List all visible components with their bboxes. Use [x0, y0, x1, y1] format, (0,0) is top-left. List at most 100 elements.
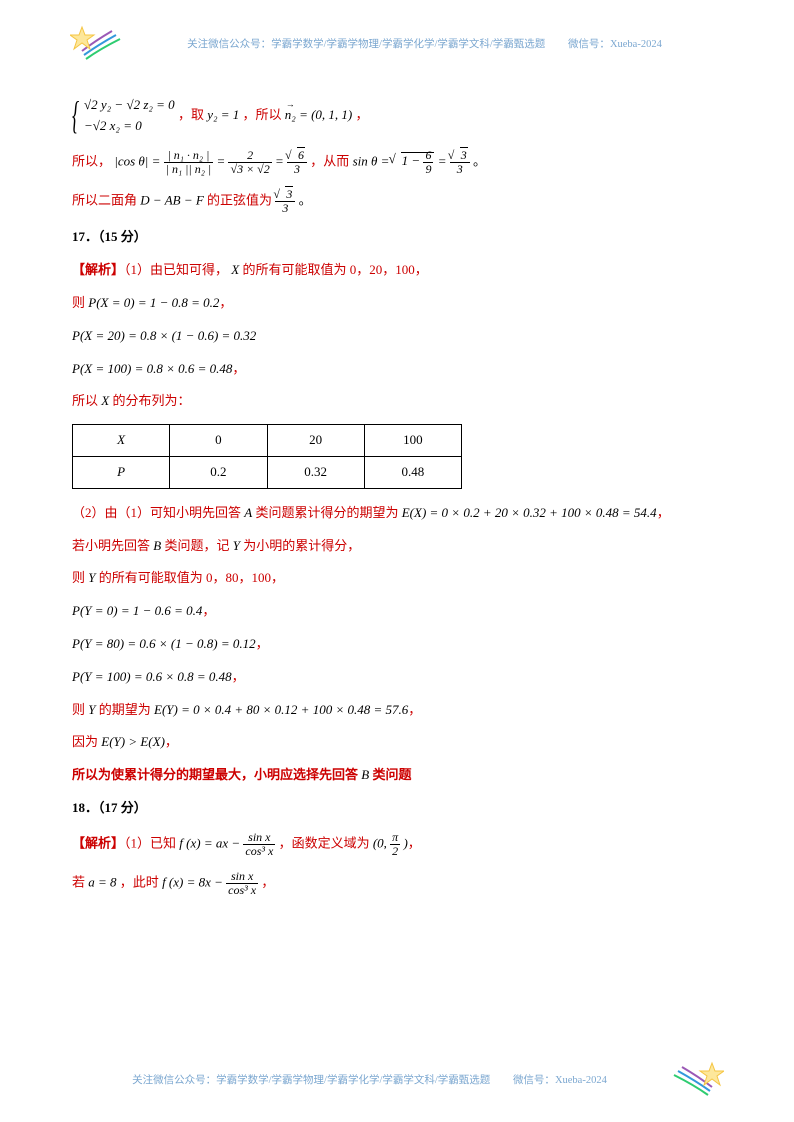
period2: 。 — [299, 193, 312, 208]
c10: ， — [408, 835, 421, 850]
if-end: 为小明的累计得分， — [243, 538, 360, 553]
p2-mid: 类问题累计得分的期望为 — [255, 505, 401, 520]
py100-line: P(Y = 100) = 0.6 × 0.8 = 0.48， — [72, 667, 722, 688]
table-row: P 0.2 0.32 0.48 — [73, 456, 462, 488]
px0-line: 则 P(X = 0) = 1 − 0.8 = 0.2， — [72, 293, 722, 314]
table-row: X 0 20 100 — [73, 425, 462, 457]
sinx2: sin x — [226, 870, 258, 884]
wechat-label: 微信号： — [568, 39, 610, 50]
q17-p1: 【解析】（1）由已知可得， X 的所有可能取值为 0，20，100， — [72, 260, 722, 281]
yv-pre: 则 — [72, 570, 88, 585]
footer-wx-id: Xueba-2024 — [555, 1075, 607, 1086]
q17-label: 【解析】 — [72, 262, 124, 277]
yv-text: 的所有可能取值为 0，80，100， — [99, 570, 284, 585]
page-header: 关注微信公众号：学霸学数学/学霸学物理/学霸学化学/学霸学文科/学霸甄选题 微信… — [0, 28, 794, 58]
td-20: 20 — [267, 425, 364, 457]
c4: ， — [657, 505, 670, 520]
c9: ， — [165, 734, 178, 749]
three2: 3 — [450, 163, 470, 176]
px100: P(X = 100) = 0.8 × 0.6 = 0.48 — [72, 361, 232, 376]
di-pre: 所以 — [72, 393, 101, 408]
py80-line: P(Y = 80) = 0.6 × (1 − 0.8) = 0.12， — [72, 634, 722, 655]
if-pre: 若小明先回答 — [72, 538, 153, 553]
page-footer: 关注微信公众号：学霸学数学/学霸学物理/学霸学化学/学霸学文科/学霸甄选题 微信… — [0, 1064, 794, 1094]
c3: ， — [232, 361, 245, 376]
a8-mid: ，此时 — [120, 875, 162, 890]
conc-post: 类问题 — [372, 767, 411, 782]
q18-label: 【解析】 — [72, 835, 124, 850]
banner-text: 关注微信公众号：学霸学数学/学霸学物理/学霸学化学/学霸学文科/学霸甄选题 — [187, 39, 545, 50]
sin-eq: sin θ = — [353, 153, 393, 168]
a8-line: 若 a = 8 ，此时 f (x) = 8x − sin xcos³ x ， — [72, 870, 722, 897]
tp-2: 0.48 — [364, 456, 461, 488]
px20: P(X = 20) = 0.8 × (1 − 0.6) = 0.32 — [72, 326, 722, 347]
six: 6 — [423, 149, 433, 163]
take-eq: y₂ = 1 — [207, 107, 239, 122]
conc-pre: 所以为使累计得分的期望最大，小明应选择先回答 — [72, 767, 361, 782]
q18-p1: 【解析】（1）已知 f (x) = ax − sin xcos³ x ，函数定义… — [72, 831, 722, 858]
cos-den: | n₁ || n₂ | — [164, 163, 214, 176]
cos-prefix: 所以， — [72, 153, 111, 168]
fx-lhs: f (x) = ax − — [179, 835, 243, 850]
dom-text: ，函数定义域为 — [279, 835, 373, 850]
dihedral-line: 所以二面角 D − AB − F 的正弦值为 33 。 — [72, 188, 722, 215]
q17-intro: （1）由已知可得， — [124, 262, 228, 277]
take-text: ，取 — [178, 107, 207, 122]
distribution-table: X 0 20 100 P 0.2 0.32 0.48 — [72, 424, 462, 489]
px100-line: P(X = 100) = 0.8 × 0.6 = 0.48， — [72, 359, 722, 380]
footer-star-icon — [669, 1064, 724, 1094]
y-values-line: 则 Y 的所有可能取值为 0，80，100， — [72, 568, 722, 589]
td-0: 0 — [170, 425, 267, 457]
wechat-id: Xueba-2024 — [610, 39, 662, 50]
compare: E(Y) > E(X) — [101, 734, 165, 749]
x-var: X — [231, 262, 239, 277]
ey-mid: 的期望为 — [99, 702, 154, 717]
q18-title: 18．（17 分） — [72, 798, 722, 819]
c7: ， — [232, 669, 245, 684]
x-var2: X — [101, 393, 109, 408]
c6: ， — [256, 636, 269, 651]
footer-banner: 关注微信公众号：学霸学数学/学霸学物理/学霸学化学/学霸学文科/学霸甄选题 — [132, 1075, 490, 1086]
sqrt3a: 3 — [460, 147, 468, 162]
c5: ， — [202, 603, 215, 618]
var-y: Y — [233, 538, 240, 553]
q17-title: 17．（15 分） — [72, 227, 722, 248]
th-p: P — [73, 456, 170, 488]
conclusion-line: 所以为使累计得分的期望最大，小明应选择先回答 B 类问题 — [72, 765, 722, 786]
sys-eq1: √2 y₂ − √2 z₂ = 0 — [84, 95, 175, 116]
a-eq-8: a = 8 — [88, 875, 116, 890]
equation-system-line: √2 y₂ − √2 z₂ = 0 −√2 x₂ = 0 ，取 y₂ = 1 ，… — [72, 95, 722, 137]
cosine-line: 所以， |cos θ| = | n₁ · n₂ || n₁ || n₂ | = … — [72, 149, 722, 176]
n2-vec: n₂ — [285, 107, 296, 122]
fx8-lhs: f (x) = 8x − — [162, 875, 226, 890]
var-b: B — [153, 538, 161, 553]
sqrt-den: √3 × √2 — [228, 163, 271, 176]
header-star-icon — [70, 28, 125, 58]
dh-angle: D − AB − F — [140, 193, 204, 208]
sys-eq2: −√2 x₂ = 0 — [84, 116, 175, 137]
td-100: 100 — [364, 425, 461, 457]
dom-open: (0, — [373, 835, 390, 850]
sinx1: sin x — [243, 831, 275, 845]
ey-eq: E(Y) = 0 × 0.4 + 80 × 0.12 + 100 × 0.48 … — [154, 702, 408, 717]
header-text: 关注微信公众号：学霸学数学/学霸学物理/学霸学化学/学霸学文科/学霸甄选题 微信… — [125, 36, 724, 51]
compare-line: 因为 E(Y) > E(X)， — [72, 732, 722, 753]
var-y2: Y — [88, 570, 95, 585]
cos3x2: cos³ x — [226, 884, 258, 897]
because: 因为 — [72, 734, 101, 749]
ex-eq: E(X) = 0 × 0.2 + 20 × 0.32 + 100 × 0.48 … — [402, 505, 657, 520]
py80: P(Y = 80) = 0.6 × (1 − 0.8) = 0.12 — [72, 636, 256, 651]
two-num: 2 — [228, 149, 271, 163]
c11: ， — [261, 875, 274, 890]
pi: π — [390, 831, 400, 845]
py0: P(Y = 0) = 1 − 0.6 = 0.4 — [72, 603, 202, 618]
py0-line: P(Y = 0) = 1 − 0.6 = 0.4， — [72, 601, 722, 622]
var-b2: B — [361, 767, 369, 782]
comma1: ， — [356, 107, 369, 122]
cos-lhs: |cos θ| = — [114, 153, 163, 168]
tp-1: 0.32 — [267, 456, 364, 488]
q17-p2: （2）由（1）可知小明先回答 A 类问题累计得分的期望为 E(X) = 0 × … — [72, 503, 722, 524]
c8: ， — [408, 702, 421, 717]
period1: 。 — [473, 153, 486, 168]
px0: P(X = 0) = 1 − 0.8 = 0.2 — [88, 295, 219, 310]
